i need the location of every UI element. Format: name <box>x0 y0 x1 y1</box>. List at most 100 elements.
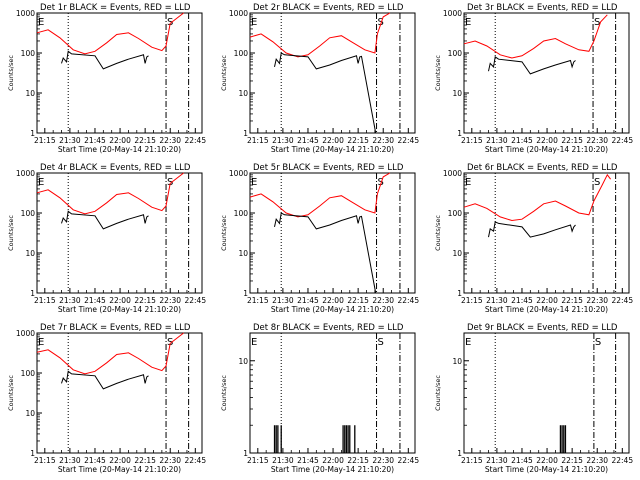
x-tick-label: 22:15 <box>561 456 583 465</box>
plot-frame <box>463 12 630 134</box>
event-marker-e: E <box>38 177 44 188</box>
y-tick-label: 10 <box>238 357 248 366</box>
x-tick-label: 21:30 <box>486 136 508 145</box>
event-marker-e: E <box>251 17 257 28</box>
x-axis-label: Start Time (20-May-14 21:10:20) <box>271 305 394 314</box>
x-tick-label: 21:30 <box>272 456 294 465</box>
x-tick-label: 21:15 <box>34 136 56 145</box>
x-tick-label: 21:45 <box>84 136 106 145</box>
y-axis-label: Counts/sec <box>220 375 228 411</box>
y-tick-label: 100 <box>448 49 463 58</box>
x-tick-label: 21:15 <box>461 136 483 145</box>
x-tick-label: 22:15 <box>347 456 369 465</box>
x-tick-label: 22:45 <box>184 456 206 465</box>
y-tick-label: 1 <box>457 129 462 138</box>
y-tick-label: 1 <box>457 289 462 298</box>
x-tick-label: 21:30 <box>486 456 508 465</box>
y-tick-label: 1 <box>30 129 35 138</box>
x-tick-label: 21:30 <box>59 136 81 145</box>
x-axis-label: Start Time (20-May-14 21:10:20) <box>271 145 394 154</box>
x-tick-label: 22:30 <box>159 456 181 465</box>
detector-panel: Det 6r BLACK = Events, RED = LLD Counts/s… <box>434 163 633 314</box>
x-tick-label: 22:45 <box>611 296 633 305</box>
event-marker-e: E <box>465 17 471 28</box>
y-tick-label: 10 <box>238 89 248 98</box>
plot-frame <box>463 332 630 454</box>
x-tick-label: 22:45 <box>397 456 419 465</box>
y-axis-label: Counts/sec <box>220 55 228 91</box>
x-tick-label: 21:15 <box>461 456 483 465</box>
plot-frame <box>249 332 416 454</box>
x-tick-label: 21:30 <box>59 456 81 465</box>
plot-frame <box>463 172 630 294</box>
event-marker-e: E <box>251 177 257 188</box>
x-axis-label: Start Time (20-May-14 21:10:20) <box>58 145 181 154</box>
y-tick-label: 1000 <box>229 9 248 18</box>
y-axis-label: Counts/sec <box>434 215 442 251</box>
panel-title: Det 4r BLACK = Events, RED = LLD <box>40 163 191 173</box>
event-marker-s: S <box>167 17 173 28</box>
y-tick-label: 10 <box>238 249 248 258</box>
x-tick-label: 21:30 <box>59 296 81 305</box>
x-tick-label: 21:30 <box>272 136 294 145</box>
x-tick-label: 22:45 <box>184 136 206 145</box>
x-tick-label: 21:45 <box>297 456 319 465</box>
events-rate-line <box>61 210 149 230</box>
y-axis-label: Counts/sec <box>7 55 15 91</box>
lld-rate-line <box>249 172 391 218</box>
x-tick-label: 21:45 <box>84 296 106 305</box>
event-marker-s: S <box>167 177 173 188</box>
panel-title: Det 6r BLACK = Events, RED = LLD <box>467 163 618 173</box>
panel-title: Det 8r BLACK = Events, RED = LLD <box>253 323 404 333</box>
event-marker-e: E <box>251 337 257 348</box>
x-axis-label: Start Time (20-May-14 21:10:20) <box>271 465 394 474</box>
x-tick-label: 22:30 <box>586 136 608 145</box>
y-tick-label: 1000 <box>443 9 462 18</box>
x-axis-label: Start Time (20-May-14 21:10:20) <box>485 145 608 154</box>
lld-rate-line <box>249 12 391 58</box>
x-tick-label: 21:45 <box>297 136 319 145</box>
events-rate-line <box>488 56 576 75</box>
x-tick-label: 21:45 <box>511 296 533 305</box>
x-tick-label: 22:00 <box>109 296 131 305</box>
event-marker-s: S <box>378 177 384 188</box>
x-tick-label: 22:30 <box>586 456 608 465</box>
y-tick-label: 100 <box>234 49 249 58</box>
event-marker-e: E <box>465 177 471 188</box>
x-axis-label: Start Time (20-May-14 21:10:20) <box>58 305 181 314</box>
x-tick-label: 22:30 <box>372 456 394 465</box>
y-tick-label: 1000 <box>16 169 35 178</box>
x-tick-label: 22:15 <box>347 296 369 305</box>
y-tick-label: 100 <box>234 209 249 218</box>
event-marker-e: E <box>465 337 471 348</box>
events-rate-line <box>61 50 149 70</box>
y-tick-label: 1000 <box>229 169 248 178</box>
lld-rate-line <box>463 14 608 59</box>
events-rate-line <box>274 212 377 294</box>
x-tick-label: 22:30 <box>372 136 394 145</box>
panel-title: Det 3r BLACK = Events, RED = LLD <box>467 3 618 13</box>
x-tick-label: 22:45 <box>397 296 419 305</box>
plot-frame <box>249 172 416 294</box>
detector-panel: Det 3r BLACK = Events, RED = LLD Counts/s… <box>434 3 633 154</box>
y-tick-label: 10 <box>452 357 462 366</box>
event-marker-s: S <box>594 17 600 28</box>
y-tick-label: 1 <box>457 449 462 458</box>
x-tick-label: 21:15 <box>34 456 56 465</box>
panel-title: Det 9r BLACK = Events, RED = LLD <box>467 323 618 333</box>
lld-rate-line <box>463 173 611 222</box>
x-tick-label: 22:15 <box>134 136 156 145</box>
y-tick-label: 10 <box>452 89 462 98</box>
x-tick-label: 22:45 <box>184 296 206 305</box>
y-tick-label: 10 <box>25 89 35 98</box>
y-tick-label: 10 <box>452 249 462 258</box>
panel-title: Det 5r BLACK = Events, RED = LLD <box>253 163 404 173</box>
event-marker-e: E <box>38 17 44 28</box>
x-tick-label: 22:00 <box>322 296 344 305</box>
event-marker-s: S <box>594 177 600 188</box>
y-tick-label: 10 <box>25 249 35 258</box>
x-tick-label: 22:45 <box>611 136 633 145</box>
x-tick-label: 21:45 <box>511 456 533 465</box>
panel-title: Det 2r BLACK = Events, RED = LLD <box>253 3 404 13</box>
